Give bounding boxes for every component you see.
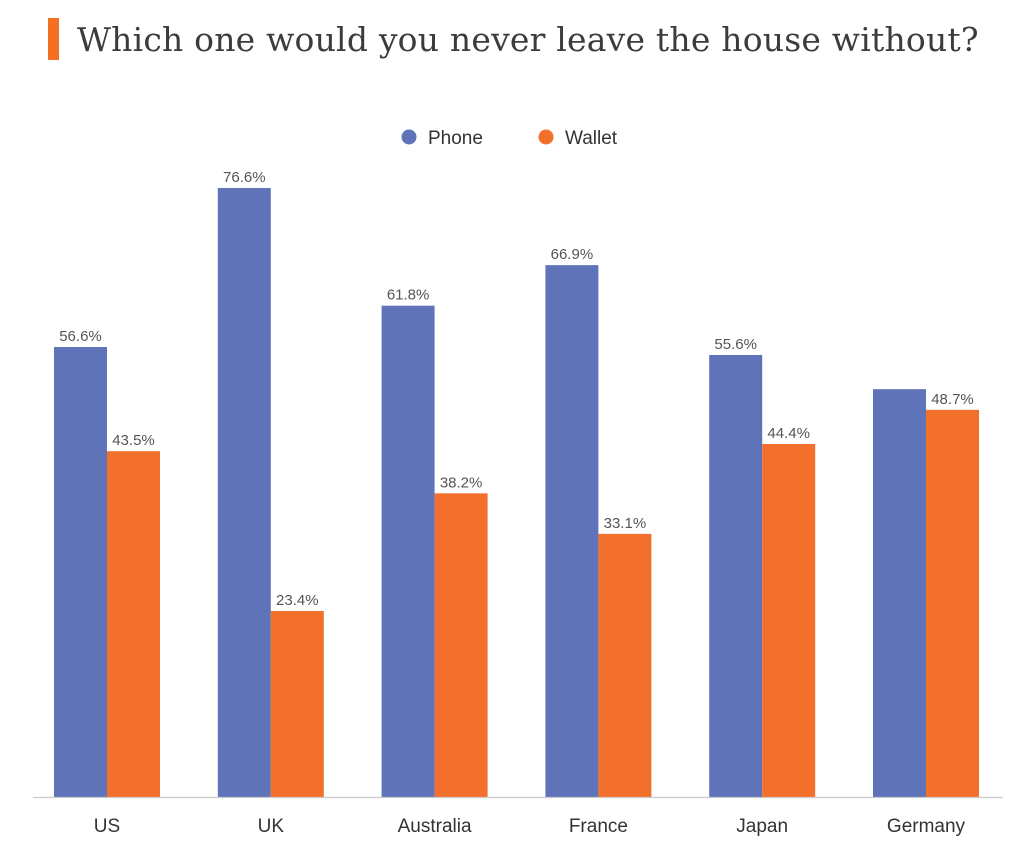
legend-marker-wallet [538,129,554,145]
bar-wallet-us [107,451,160,797]
value-label-wallet-japan: 44.4% [767,425,810,442]
bar-wallet-france [598,533,652,797]
title-accent-bar [48,18,59,60]
bar-wallet-germany [926,409,979,797]
value-label-phone-australia: 61.8% [387,287,430,304]
value-label-wallet-france: 33.1% [604,515,647,532]
bar-wallet-japan [762,444,816,797]
bar-phone-germany [873,389,926,797]
x-tick-label-germany: Germany [887,816,966,837]
title-block: Which one would you never leave the hous… [48,14,979,64]
x-tick-label-japan: Japan [736,816,788,837]
value-label-phone-france: 66.9% [551,246,594,263]
bar-phone-france [545,265,599,797]
value-label-wallet-australia: 38.2% [440,474,483,491]
bar-phone-uk [217,188,271,797]
value-label-phone-us: 56.6% [59,328,102,345]
legend-label-wallet: Wallet [565,128,618,149]
bar-phone-australia [381,305,435,797]
bar-phone-us [54,347,107,797]
value-label-wallet-uk: 23.4% [276,592,319,609]
legend-label-phone: Phone [428,128,483,149]
x-tick-label-uk: UK [258,816,285,837]
bar-wallet-uk [270,610,324,797]
value-label-phone-japan: 55.6% [714,336,757,353]
bar-wallet-australia [434,493,488,797]
legend-marker-phone [401,129,417,145]
x-tick-label-france: France [569,816,628,837]
value-label-wallet-germany: 48.7% [931,391,974,408]
value-label-wallet-us: 43.5% [112,432,155,449]
chart-title: Which one would you never leave the hous… [77,19,979,59]
x-tick-label-australia: Australia [398,816,472,837]
x-tick-label-us: US [94,816,120,837]
bar-phone-japan [709,354,763,797]
value-label-phone-uk: 76.6% [223,169,266,186]
